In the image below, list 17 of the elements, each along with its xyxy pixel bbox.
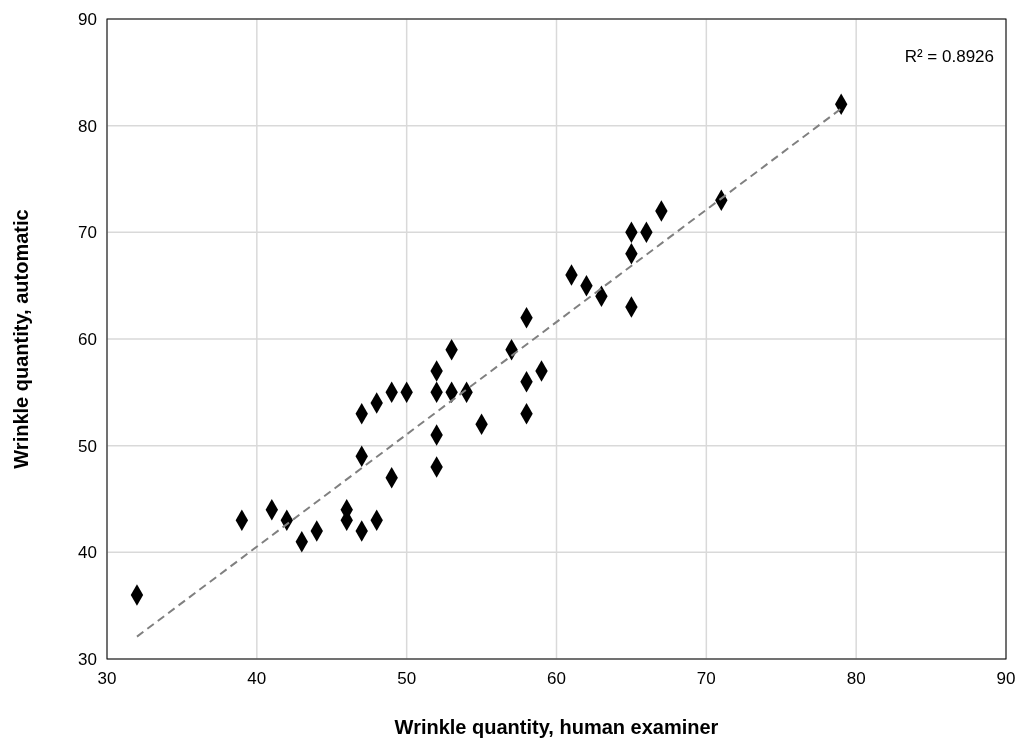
y-tick-label: 60: [78, 330, 97, 349]
x-tick-label: 80: [846, 669, 866, 688]
x-tick-label: 60: [547, 669, 566, 688]
annotation: R² = 0.8926: [904, 47, 994, 66]
y-tick-label: 30: [78, 650, 97, 669]
y-tick-label: 50: [78, 436, 97, 456]
x-tick-label: 40: [247, 669, 267, 688]
x-tick-label: 70: [696, 669, 716, 688]
x-axis-title: Wrinkle quantity, human examiner: [394, 716, 719, 738]
x-tick-label: 90: [996, 669, 1016, 688]
y-tick-label: 90: [78, 10, 97, 29]
y-axis-title: Wrinkle quantity, automatic: [10, 209, 32, 469]
x-tick-label: 30: [97, 669, 117, 688]
x-tick-label: 50: [397, 669, 417, 688]
y-tick-label: 80: [78, 116, 97, 136]
y-tick-label: 70: [78, 223, 97, 243]
y-tick-label: 40: [78, 543, 97, 563]
